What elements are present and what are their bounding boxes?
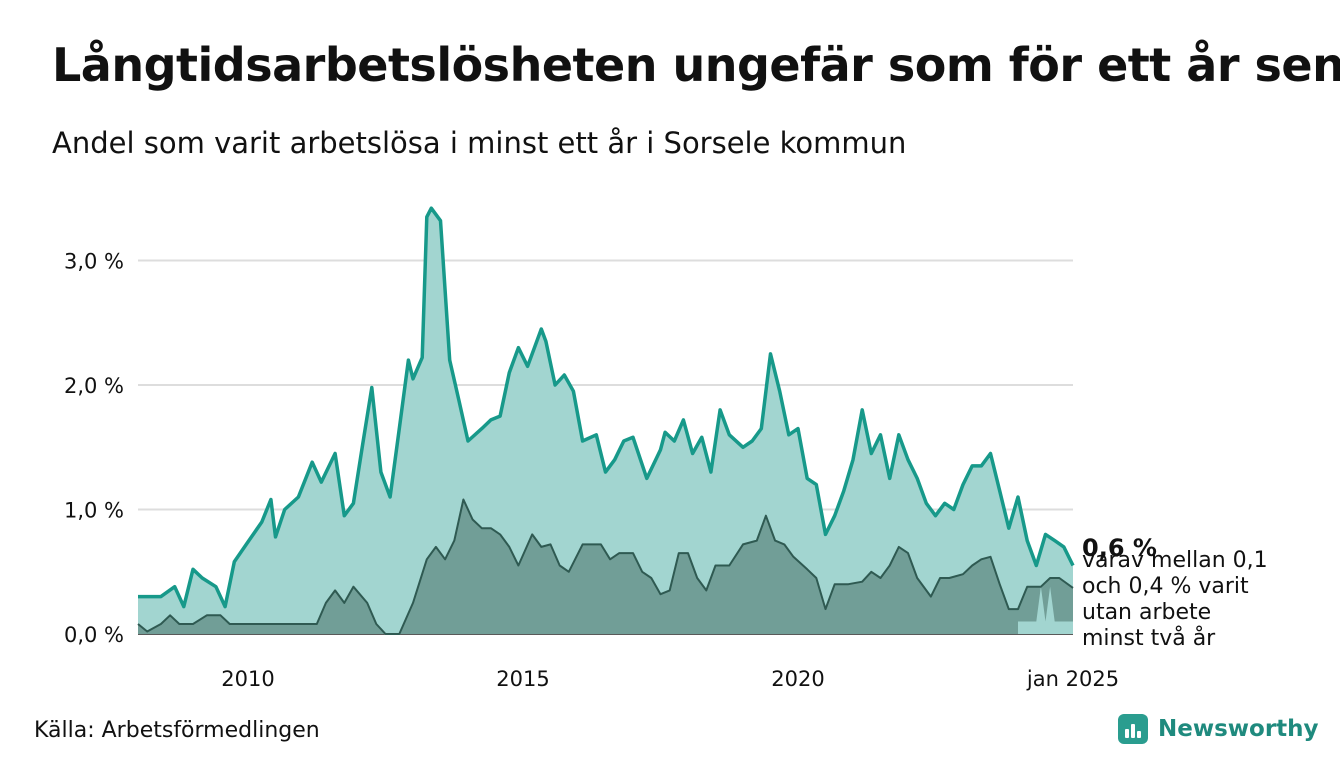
y-tick-label: 0,0 % — [64, 623, 124, 647]
chart-subtitle: Andel som varit arbetslösa i minst ett å… — [52, 126, 907, 160]
end-value-label: 0,6 % — [1082, 534, 1157, 562]
end-note-label: varav mellan 0,1 — [1082, 548, 1268, 573]
brand-name: Newsworthy — [1158, 716, 1319, 742]
series-line-minst-ett-ar — [138, 206, 1075, 609]
x-tick-label: 2015 — [496, 667, 549, 691]
x-tick-label: 2010 — [221, 667, 274, 691]
chart-title: Långtidsarbetslösheten ungefär som för e… — [52, 38, 1340, 92]
y-tick-label: 1,0 % — [64, 499, 124, 523]
y-tick-label: 2,0 % — [64, 374, 124, 398]
series-area-minst-ett-ar — [138, 208, 1073, 634]
bar-chart-logo-icon — [1118, 714, 1148, 744]
source-note: Källa: Arbetsförmedlingen — [34, 718, 320, 743]
end-note-label: och 0,4 % varit — [1082, 574, 1249, 599]
x-tick-label: 2020 — [771, 667, 824, 691]
end-note-label: minst två år — [1082, 625, 1216, 651]
x-tick-label: jan 2025 — [1026, 667, 1119, 691]
series-line-minst-tva-ar — [137, 498, 1074, 635]
brand-logo[interactable]: Newsworthy — [1118, 714, 1319, 744]
end-note-label: utan arbete — [1082, 600, 1211, 625]
y-tick-label: 3,0 % — [64, 250, 124, 274]
series-area-lower-bound — [1018, 586, 1073, 634]
series-area-minst-tva-ar — [138, 499, 1073, 634]
